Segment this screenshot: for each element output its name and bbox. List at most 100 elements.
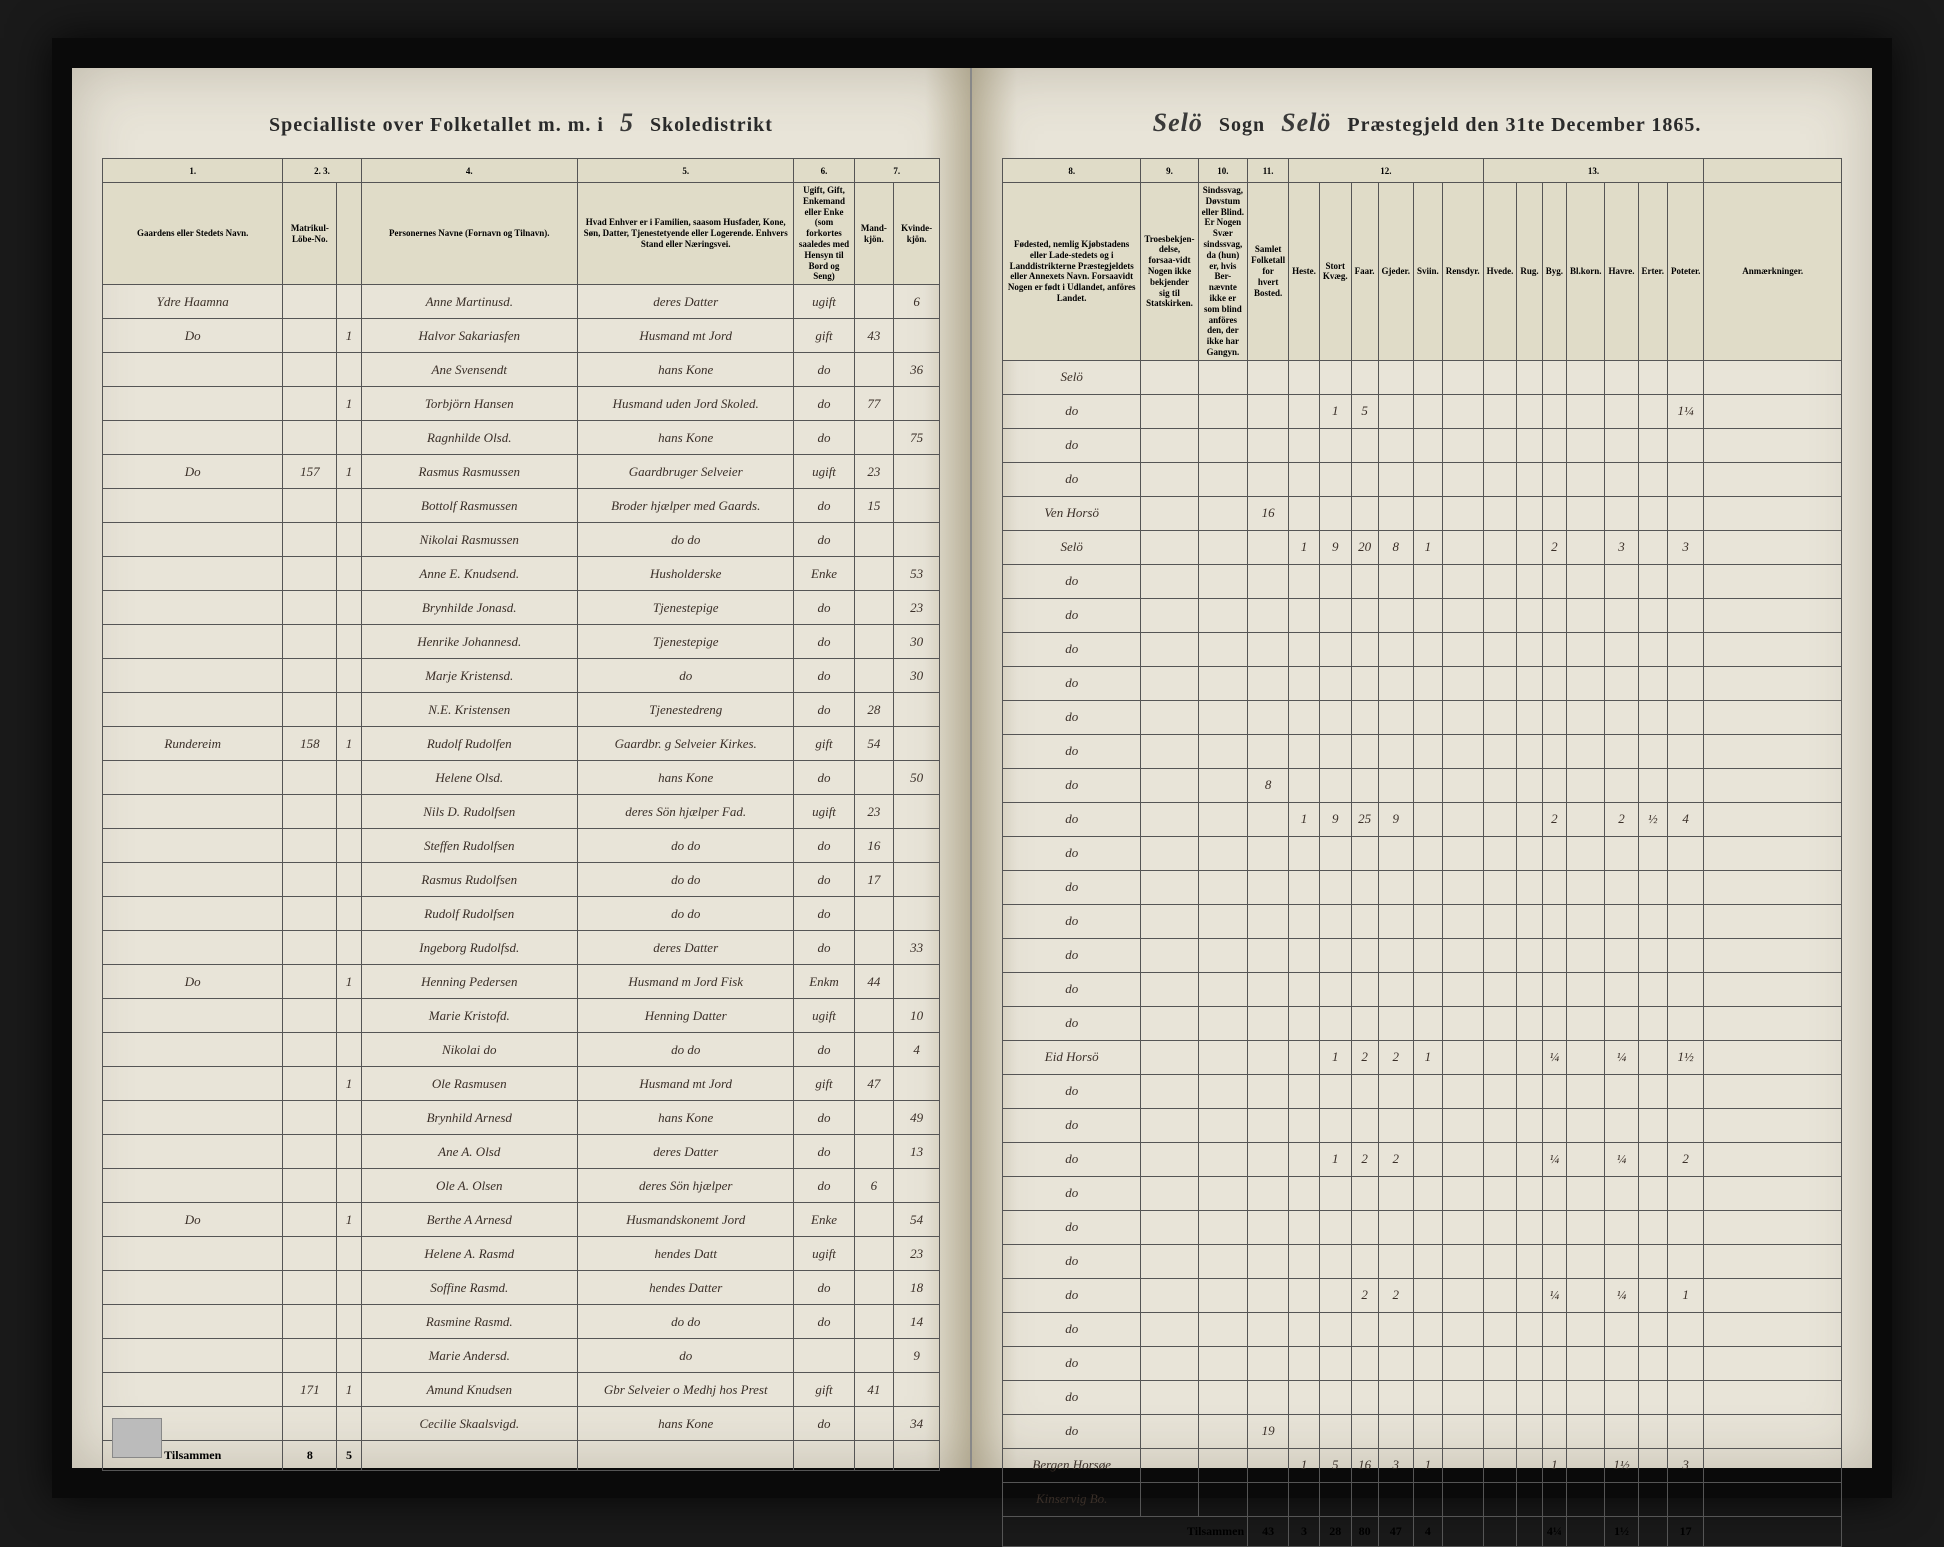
cell: 9 xyxy=(1378,802,1413,836)
cell xyxy=(1605,1244,1638,1278)
cell xyxy=(1566,1278,1605,1312)
cell: Rasmus Rudolfsen xyxy=(361,863,577,897)
cell xyxy=(1566,1176,1605,1210)
cell xyxy=(1351,1006,1378,1040)
cell xyxy=(1638,1312,1667,1346)
cell xyxy=(1413,1312,1442,1346)
cell xyxy=(894,455,940,489)
cell xyxy=(1566,1346,1605,1380)
cell xyxy=(1289,1074,1320,1108)
cell xyxy=(1378,1380,1413,1414)
h-familie: Hvad Enhver er i Familien, saasom Husfad… xyxy=(577,183,793,285)
cell: do xyxy=(794,1033,854,1067)
cell xyxy=(1483,360,1517,394)
cell xyxy=(1248,564,1289,598)
cell xyxy=(103,1271,283,1305)
cell xyxy=(1566,1040,1605,1074)
cell xyxy=(1413,768,1442,802)
cell xyxy=(1248,1108,1289,1142)
cell xyxy=(1483,428,1517,462)
cell xyxy=(1483,1414,1517,1448)
cell xyxy=(1667,836,1703,870)
cell xyxy=(1413,972,1442,1006)
cell xyxy=(1442,1448,1483,1482)
table-row: do xyxy=(1003,836,1842,870)
cell: ½ xyxy=(1638,802,1667,836)
cell: do xyxy=(1003,428,1141,462)
cell xyxy=(1704,836,1842,870)
cell xyxy=(1605,1482,1638,1516)
cell xyxy=(1378,632,1413,666)
cell xyxy=(1517,1176,1542,1210)
cell xyxy=(1442,1006,1483,1040)
h12-2: Faar. xyxy=(1351,183,1378,361)
cell xyxy=(1248,666,1289,700)
cell xyxy=(1351,598,1378,632)
cell xyxy=(1704,734,1842,768)
cell xyxy=(1413,700,1442,734)
cell: 23 xyxy=(894,1237,940,1271)
h13-3: Bl.korn. xyxy=(1566,183,1605,361)
cell xyxy=(283,863,337,897)
cell xyxy=(1542,1074,1566,1108)
cell: Nikolai Rasmussen xyxy=(361,523,577,557)
cell: ugift xyxy=(794,795,854,829)
cell xyxy=(1704,1006,1842,1040)
cell: Helene A. Rasmd xyxy=(361,1237,577,1271)
cell xyxy=(1319,1006,1351,1040)
cell xyxy=(1566,938,1605,972)
cell: 2 xyxy=(1542,802,1566,836)
cell xyxy=(1667,1312,1703,1346)
cell xyxy=(1198,394,1248,428)
cell xyxy=(1351,1482,1378,1516)
cell xyxy=(283,965,337,999)
cell xyxy=(1442,768,1483,802)
cell xyxy=(854,1101,894,1135)
cell: hans Kone xyxy=(577,761,793,795)
cell xyxy=(1704,802,1842,836)
cell xyxy=(1605,598,1638,632)
cell xyxy=(1517,904,1542,938)
table-row: do xyxy=(1003,734,1842,768)
cell xyxy=(1351,666,1378,700)
cell xyxy=(283,285,337,319)
cell xyxy=(1605,1006,1638,1040)
cell xyxy=(1517,666,1542,700)
cell xyxy=(1542,360,1566,394)
table-row: do xyxy=(1003,972,1842,1006)
cell xyxy=(1483,972,1517,1006)
table-row: N.E. KristensenTjenestedrengdo28 xyxy=(103,693,940,727)
cell xyxy=(1413,360,1442,394)
cell xyxy=(1413,1380,1442,1414)
cell xyxy=(1442,972,1483,1006)
cell xyxy=(1413,802,1442,836)
cell xyxy=(1517,1448,1542,1482)
cell xyxy=(283,1101,337,1135)
cell: ¼ xyxy=(1542,1278,1566,1312)
cell xyxy=(1704,1108,1842,1142)
cell xyxy=(283,387,337,421)
cell xyxy=(1248,428,1289,462)
cell xyxy=(1378,904,1413,938)
cell xyxy=(1638,394,1667,428)
cell xyxy=(1319,904,1351,938)
cell: hendes Datt xyxy=(577,1237,793,1271)
cell xyxy=(1483,632,1517,666)
cell: hendes Datter xyxy=(577,1271,793,1305)
cell: do xyxy=(1003,870,1141,904)
cell xyxy=(894,795,940,829)
cell: Husmand mt Jord xyxy=(577,1067,793,1101)
table-row: do xyxy=(1003,1312,1842,1346)
cell xyxy=(103,489,283,523)
cell xyxy=(1542,598,1566,632)
cell: 33 xyxy=(894,931,940,965)
h9: Troesbekjen-delse, forsaa-vidt Nogen ikk… xyxy=(1141,183,1198,361)
cell: do xyxy=(1003,836,1141,870)
cell xyxy=(1704,462,1842,496)
cell xyxy=(1517,598,1542,632)
cell xyxy=(1442,462,1483,496)
right-table-body: Selödo151¼dodoVen Horsö16Selö192081233do… xyxy=(1003,360,1842,1516)
cell xyxy=(1141,632,1198,666)
table-row: Do1571Rasmus RasmussenGaardbruger Selvei… xyxy=(103,455,940,489)
cell: 2 xyxy=(1351,1278,1378,1312)
